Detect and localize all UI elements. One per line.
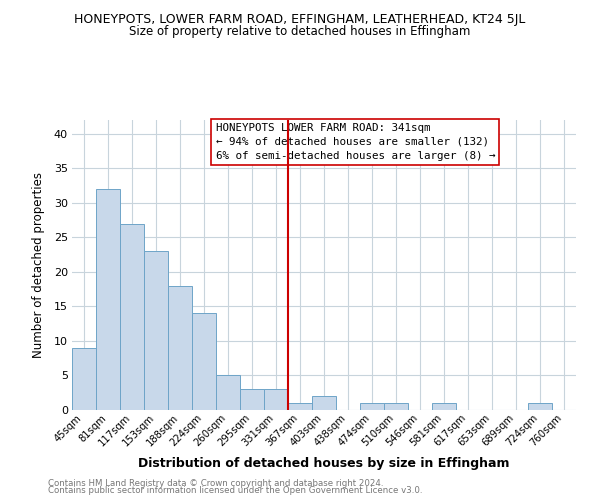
Bar <box>120 224 144 410</box>
Text: HONEYPOTS, LOWER FARM ROAD, EFFINGHAM, LEATHERHEAD, KT24 5JL: HONEYPOTS, LOWER FARM ROAD, EFFINGHAM, L… <box>74 12 526 26</box>
Bar <box>288 403 312 410</box>
Bar <box>432 403 456 410</box>
Y-axis label: Number of detached properties: Number of detached properties <box>32 172 46 358</box>
Bar <box>360 403 384 410</box>
Bar <box>240 390 264 410</box>
Bar <box>216 376 240 410</box>
Text: Contains public sector information licensed under the Open Government Licence v3: Contains public sector information licen… <box>48 486 422 495</box>
Bar <box>264 390 288 410</box>
Bar <box>312 396 336 410</box>
Bar <box>72 348 96 410</box>
Bar <box>528 403 552 410</box>
X-axis label: Distribution of detached houses by size in Effingham: Distribution of detached houses by size … <box>138 456 510 469</box>
Text: HONEYPOTS LOWER FARM ROAD: 341sqm
← 94% of detached houses are smaller (132)
6% : HONEYPOTS LOWER FARM ROAD: 341sqm ← 94% … <box>215 123 495 161</box>
Bar <box>384 403 408 410</box>
Bar <box>192 314 216 410</box>
Text: Contains HM Land Registry data © Crown copyright and database right 2024.: Contains HM Land Registry data © Crown c… <box>48 478 383 488</box>
Bar <box>96 189 120 410</box>
Bar <box>168 286 192 410</box>
Bar <box>144 251 168 410</box>
Text: Size of property relative to detached houses in Effingham: Size of property relative to detached ho… <box>130 25 470 38</box>
